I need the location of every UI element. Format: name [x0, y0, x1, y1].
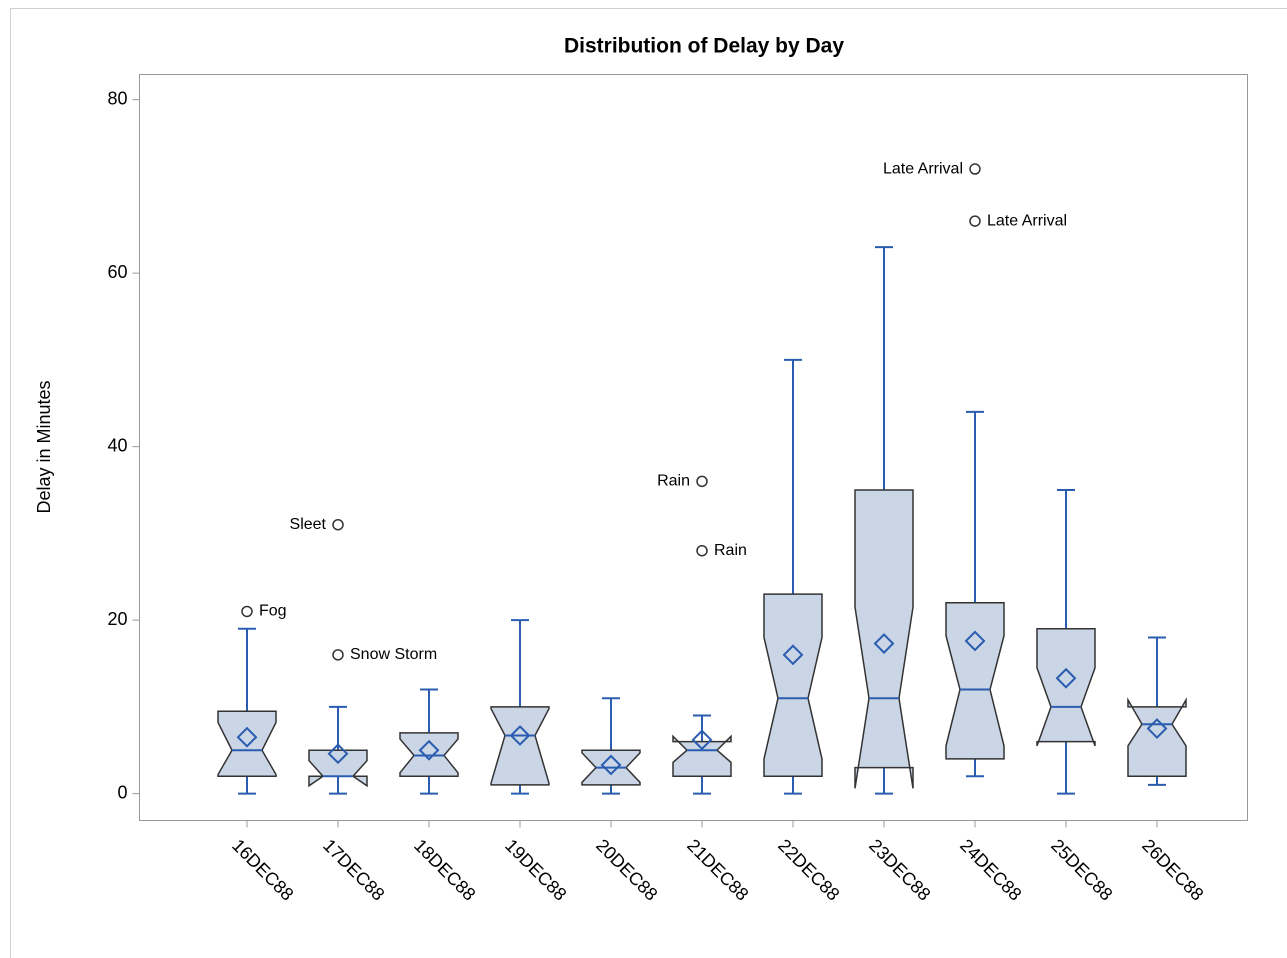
plot-area: [139, 74, 1248, 821]
y-axis-label: Delay in Minutes: [34, 380, 54, 513]
outlier: [332, 649, 344, 661]
mean-marker: [1146, 718, 1168, 739]
y-tick-label: 0: [117, 782, 127, 802]
frame: [10, 8, 1287, 958]
outlier-label: Late Arrival: [987, 212, 1067, 229]
chart-title: Distribution of Delay by Day: [564, 35, 844, 58]
mean-marker: [418, 739, 440, 761]
outlier-label: Snow Storm: [350, 646, 437, 663]
outlier-label: Sleet: [290, 516, 327, 533]
mean-marker: [327, 743, 349, 765]
mean-marker: [1055, 667, 1077, 689]
outlier: [332, 518, 344, 531]
outlier: [696, 475, 708, 488]
outlier-label: Rain: [714, 542, 747, 559]
outlier-label: Rain: [657, 473, 690, 490]
mean-marker: [782, 644, 804, 666]
mean-marker: [509, 725, 531, 746]
outlier: [969, 215, 981, 227]
y-tick-label: 40: [107, 435, 127, 455]
outlier: [696, 544, 708, 557]
outlier: [241, 605, 253, 618]
mean-marker: [691, 729, 713, 751]
box: [945, 602, 1005, 760]
outlier-label: Fog: [259, 603, 287, 620]
outlier-label: Late Arrival: [883, 160, 963, 177]
box: [672, 734, 732, 778]
y-tick-label: 60: [107, 262, 127, 282]
box: [854, 489, 914, 789]
mean-marker: [964, 630, 986, 652]
mean-marker: [600, 754, 622, 776]
outlier: [969, 163, 981, 175]
box: [217, 710, 277, 778]
y-tick-label: 80: [107, 88, 127, 108]
box: [308, 749, 368, 788]
mean-marker: [236, 726, 258, 748]
box: [763, 593, 823, 778]
mean-marker: [873, 633, 895, 654]
y-tick-label: 20: [107, 609, 127, 629]
